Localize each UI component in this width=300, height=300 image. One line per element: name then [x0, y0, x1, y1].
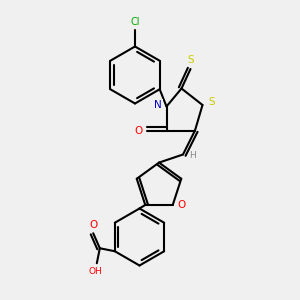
Text: S: S — [208, 97, 215, 107]
Text: S: S — [188, 55, 194, 65]
Text: Cl: Cl — [130, 17, 140, 27]
Text: O: O — [89, 220, 97, 230]
Text: O: O — [177, 200, 185, 210]
Text: O: O — [134, 125, 143, 136]
Text: H: H — [189, 152, 196, 160]
Text: N: N — [154, 100, 162, 110]
Text: OH: OH — [88, 267, 102, 276]
